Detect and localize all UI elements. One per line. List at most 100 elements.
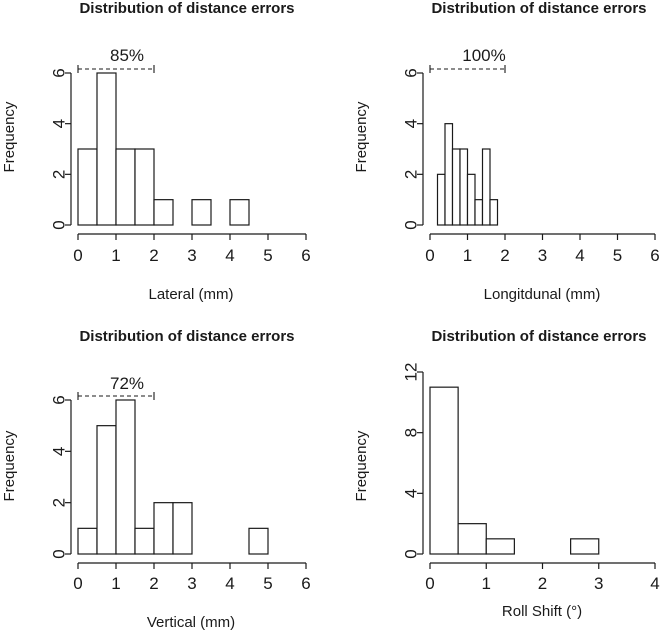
histogram-bar <box>248 527 269 555</box>
histogram-bar <box>153 502 174 555</box>
histogram-bar <box>481 148 491 226</box>
x-tick-label: 2 <box>538 574 547 593</box>
panel-title: Distribution of distance errors <box>431 328 646 345</box>
x-tick-label: 6 <box>301 574 310 593</box>
y-axis-label: Frequency <box>353 101 370 172</box>
y-tick-label: 6 <box>49 395 68 404</box>
histogram-bar <box>485 538 515 555</box>
histogram-panel-roll-shift: Distribution of distance errors Frequenc… <box>353 328 660 620</box>
x-tick-label: 0 <box>425 574 434 593</box>
x-tick-label: 3 <box>538 246 547 265</box>
x-axis: 0 1 2 3 4 <box>425 562 660 593</box>
threshold-bracket: 100% <box>429 46 506 73</box>
histogram-bar <box>474 199 484 226</box>
x-tick-label: 4 <box>650 574 659 593</box>
y-tick-label: 0 <box>49 549 68 558</box>
histogram-bar <box>570 538 600 555</box>
x-axis: 0 1 2 3 4 5 6 <box>425 233 660 265</box>
x-tick-label: 5 <box>613 246 622 265</box>
threshold-bracket: 85% <box>77 46 155 73</box>
histogram-bars <box>429 386 600 555</box>
percentage-label: 100% <box>462 46 505 65</box>
x-tick-label: 2 <box>149 574 158 593</box>
histogram-bar <box>429 386 459 555</box>
histogram-panel-longitudinal: Distribution of distance errors Frequenc… <box>353 0 660 303</box>
y-axis: 0 2 4 6 <box>49 68 72 230</box>
x-tick-label: 0 <box>73 574 82 593</box>
histogram-bar <box>115 399 136 555</box>
y-axis: 0 4 8 12 <box>401 363 424 559</box>
histogram-bar <box>459 148 469 226</box>
x-tick-label: 4 <box>225 574 234 593</box>
histogram-bars <box>436 123 499 226</box>
y-axis-label: Frequency <box>1 101 18 172</box>
histogram-bar <box>134 148 155 226</box>
percentage-label: 72% <box>110 374 144 393</box>
histogram-panel-lateral: Distribution of distance errors Frequenc… <box>1 0 311 303</box>
y-axis-label: Frequency <box>353 430 370 501</box>
x-tick-label: 2 <box>500 246 509 265</box>
y-tick-label: 12 <box>401 363 420 382</box>
x-axis-label: Vertical (mm) <box>147 614 235 631</box>
x-tick-label: 3 <box>187 246 196 265</box>
x-axis: 0 1 2 3 4 5 6 <box>73 562 311 593</box>
y-tick-label: 2 <box>49 498 68 507</box>
x-tick-label: 1 <box>463 246 472 265</box>
y-tick-label: 6 <box>401 68 420 77</box>
x-tick-label: 5 <box>263 574 272 593</box>
x-axis: 0 1 2 3 4 5 6 <box>73 233 311 265</box>
histogram-bars <box>77 399 269 555</box>
x-tick-label: 6 <box>301 246 310 265</box>
histogram-bar <box>444 123 454 226</box>
histogram-bar <box>153 199 174 226</box>
y-tick-label: 4 <box>401 489 420 498</box>
histogram-panel-vertical: Distribution of distance errors Frequenc… <box>1 328 311 631</box>
y-tick-label: 0 <box>49 220 68 229</box>
threshold-bracket: 72% <box>77 374 155 400</box>
histogram-bar <box>172 502 193 555</box>
x-axis-label: Roll Shift (°) <box>502 603 582 620</box>
y-tick-label: 2 <box>401 170 420 179</box>
histogram-bar <box>466 173 476 226</box>
y-axis: 0 2 4 6 <box>49 395 72 559</box>
x-tick-label: 6 <box>650 246 659 265</box>
x-tick-label: 1 <box>482 574 491 593</box>
x-tick-label: 2 <box>149 246 158 265</box>
y-tick-label: 6 <box>49 68 68 77</box>
histogram-bar <box>77 148 98 226</box>
histogram-bar <box>96 425 117 555</box>
histogram-bar <box>229 199 250 226</box>
histogram-bar <box>191 199 212 226</box>
histogram-bar <box>489 199 499 226</box>
x-tick-label: 0 <box>425 246 434 265</box>
panel-title: Distribution of distance errors <box>79 0 294 17</box>
x-tick-label: 1 <box>111 246 120 265</box>
x-tick-label: 4 <box>575 246 584 265</box>
y-tick-label: 0 <box>401 220 420 229</box>
x-tick-label: 5 <box>263 246 272 265</box>
x-axis-label: Longitdunal (mm) <box>484 286 601 303</box>
y-tick-label: 0 <box>401 549 420 558</box>
histogram-bar <box>134 527 155 555</box>
y-axis: 0 2 4 6 <box>401 68 424 230</box>
y-axis-label: Frequency <box>1 430 18 501</box>
histogram-bar <box>77 527 98 555</box>
histogram-bar <box>96 72 117 226</box>
histogram-bar <box>457 523 487 555</box>
percentage-label: 85% <box>110 46 144 65</box>
histogram-bar <box>436 173 446 226</box>
y-tick-label: 2 <box>49 170 68 179</box>
x-tick-label: 3 <box>187 574 196 593</box>
y-tick-label: 4 <box>49 119 68 128</box>
y-tick-label: 4 <box>49 447 68 456</box>
x-tick-label: 0 <box>73 246 82 265</box>
x-tick-label: 4 <box>225 246 234 265</box>
x-axis-label: Lateral (mm) <box>148 286 233 303</box>
y-tick-label: 8 <box>401 428 420 437</box>
histogram-bar <box>115 148 136 226</box>
histogram-bar <box>451 148 461 226</box>
histogram-bars <box>77 72 250 226</box>
x-tick-label: 1 <box>111 574 120 593</box>
x-tick-label: 3 <box>594 574 603 593</box>
